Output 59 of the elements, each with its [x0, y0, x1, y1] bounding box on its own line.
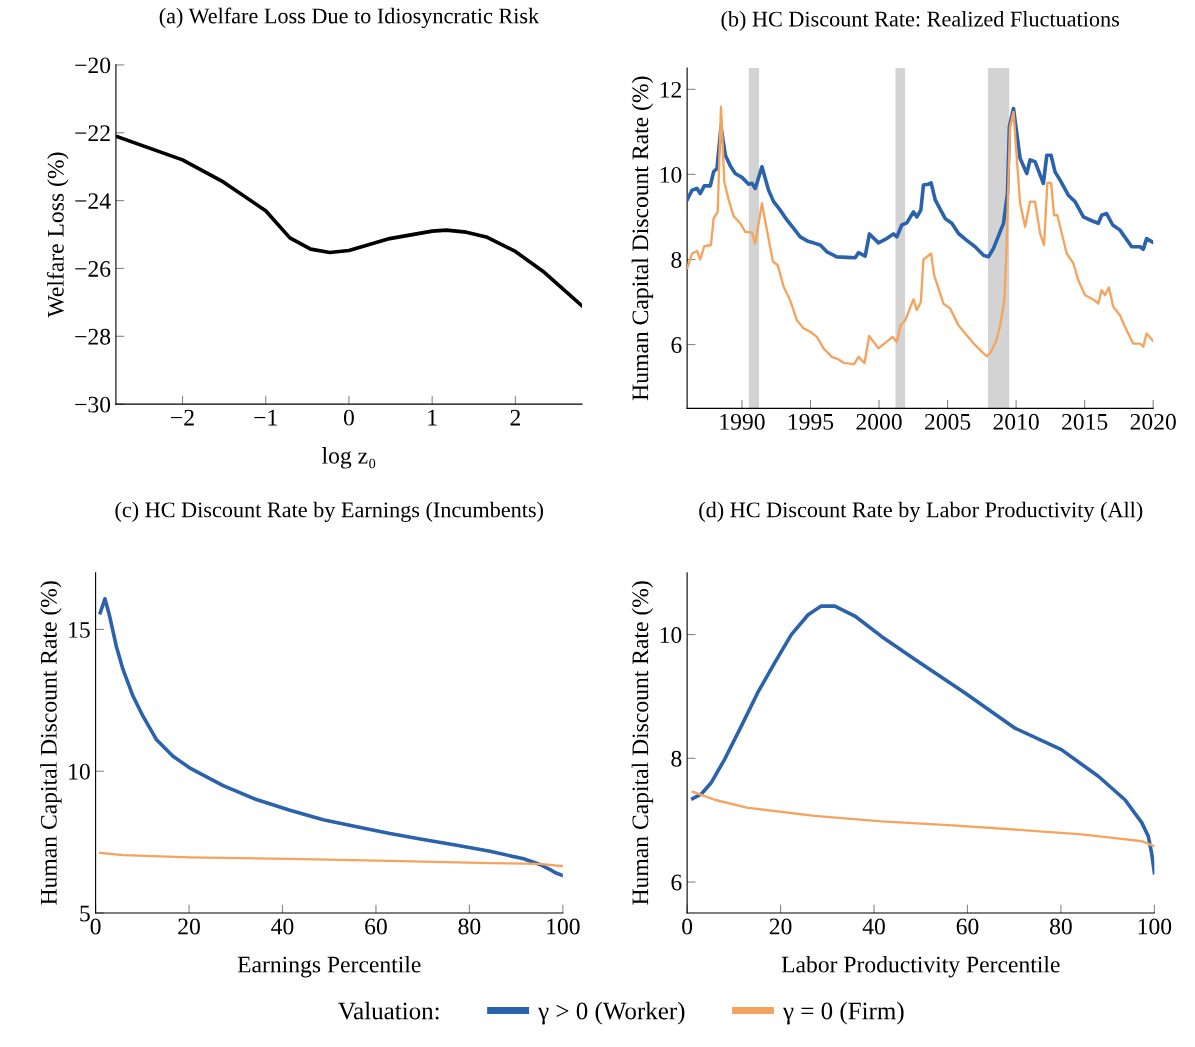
legend-label: γ > 0 (Worker): [538, 1001, 685, 1025]
y-tick-label: 10: [69, 763, 90, 780]
y-tick-label: 6: [671, 874, 682, 891]
x-tick-label: 20: [769, 918, 792, 935]
x-tick-label: 0: [343, 409, 354, 426]
x-tick-label: 100: [547, 918, 580, 935]
y-tick-label: 10: [660, 627, 682, 643]
x-tick-label: 0: [90, 918, 101, 935]
line-series: [690, 604, 1155, 875]
x-tick-label: 2005: [924, 413, 971, 430]
y-axis-title: Human Capital Discount Rate (%): [631, 76, 654, 401]
x-axis-title: Labor Productivity Percentile: [781, 955, 1060, 978]
y-tick-label: −30: [75, 396, 111, 413]
y-tick-label: −20: [75, 57, 111, 74]
x-tick-label: 1: [428, 409, 437, 426]
x-tick-label: −1: [254, 409, 277, 426]
x-tick-label: 2000: [856, 413, 902, 430]
x-tick-label: 80: [458, 918, 481, 935]
x-tick-label: 1990: [720, 413, 765, 430]
x-tick-label: −2: [171, 409, 194, 426]
y-tick-label: 6: [671, 337, 682, 353]
x-tick-label: 60: [956, 918, 979, 935]
x-tick-label: 2020: [1130, 413, 1176, 430]
line-series: [687, 105, 1154, 366]
y-tick-label: 8: [671, 251, 682, 268]
legend-title: Valuation:: [338, 1001, 439, 1020]
x-axis-title: Earnings Percentile: [237, 955, 421, 978]
x-tick-label: 2: [510, 409, 520, 426]
chart-title: (b) HC Discount Rate: Realized Fluctuations: [721, 10, 1119, 32]
y-tick-label: −26: [75, 261, 111, 277]
chart-title: (d) HC Discount Rate by Labor Productivity (All): [699, 501, 1143, 522]
x-tick-label: 60: [365, 918, 387, 935]
y-tick-label: 5: [80, 905, 90, 922]
x-tick-label: 0: [682, 918, 693, 935]
y-axis-title: Welfare Loss (%): [46, 152, 69, 318]
chart-title: (a) Welfare Loss Due to Idiosyncratic Risk: [159, 7, 540, 29]
x-tick-label: 2010: [993, 413, 1039, 430]
x-tick-label: 1995: [788, 413, 834, 430]
y-tick-label: 8: [671, 750, 682, 767]
y-tick-label: 12: [660, 81, 681, 98]
x-tick-label: 20: [178, 918, 200, 935]
line-series: [99, 851, 563, 868]
x-tick-label: 40: [271, 918, 294, 935]
y-tick-label: −28: [75, 328, 111, 345]
x-axis-title: log z₀: [322, 447, 376, 469]
y-axis-title: Human Capital Discount Rate (%): [631, 581, 654, 905]
line-series: [691, 790, 1155, 848]
y-tick-label: −24: [75, 193, 111, 209]
chart-title: (c) HC Discount Rate by Earnings (Incumbents): [115, 501, 544, 522]
x-tick-label: 100: [1138, 918, 1172, 935]
y-axis-title: Human Capital Discount Rate (%): [40, 581, 62, 905]
y-tick-label: 15: [69, 622, 90, 638]
legend-label: γ = 0 (Firm): [782, 1001, 904, 1025]
x-tick-label: 40: [862, 918, 885, 935]
x-tick-label: 2015: [1062, 413, 1108, 430]
y-tick-label: 10: [660, 166, 682, 183]
x-tick-label: 80: [1050, 918, 1072, 935]
y-tick-label: −22: [75, 125, 110, 141]
line-series: [98, 596, 563, 878]
